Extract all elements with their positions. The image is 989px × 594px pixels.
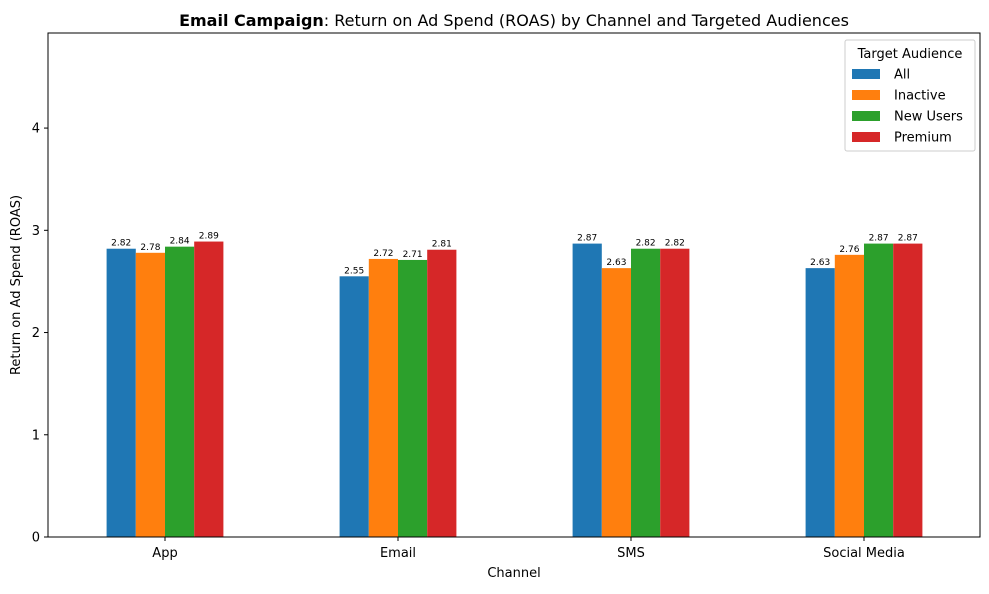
- bar-social-media-premium: [893, 243, 923, 537]
- chart-title: Email Campaign: Return on Ad Spend (ROAS…: [179, 11, 849, 30]
- bar-sms-new-users: [631, 248, 661, 537]
- bar-email-new-users: [398, 259, 428, 537]
- legend-swatch-new-users: [852, 111, 880, 121]
- bar-app-new-users: [165, 246, 195, 537]
- data-label-social-media-all: 2.63: [810, 258, 830, 268]
- data-label-sms-all: 2.87: [577, 234, 597, 244]
- bar-social-media-new-users: [864, 243, 894, 537]
- data-label-email-all: 2.55: [344, 266, 364, 276]
- y-tick-label: 4: [32, 122, 40, 137]
- legend-swatch-premium: [852, 132, 880, 142]
- bar-social-media-all: [805, 268, 835, 537]
- legend-frame: [844, 39, 976, 152]
- legend-label-new-users: New Users: [894, 110, 963, 125]
- x-tick-label-sms: SMS: [617, 546, 645, 561]
- x-tick-label-social-media: Social Media: [823, 546, 905, 561]
- bar-sms-premium: [660, 248, 690, 537]
- legend-label-premium: Premium: [894, 131, 952, 146]
- data-label-sms-inactive: 2.63: [606, 258, 626, 268]
- data-label-sms-new-users: 2.82: [636, 239, 656, 249]
- data-label-app-new-users: 2.84: [170, 237, 190, 247]
- y-axis-label: Return on Ad Spend (ROAS): [9, 195, 24, 375]
- bar-sms-all: [572, 243, 602, 537]
- x-tick-label-email: Email: [380, 546, 416, 561]
- data-label-social-media-inactive: 2.76: [839, 245, 859, 255]
- data-label-email-new-users: 2.71: [403, 250, 423, 260]
- legend-swatch-all: [852, 69, 880, 79]
- bar-app-premium: [194, 241, 224, 538]
- data-label-app-inactive: 2.78: [140, 243, 160, 253]
- y-tick-label: 2: [32, 326, 40, 341]
- data-label-social-media-new-users: 2.87: [869, 234, 889, 244]
- bar-sms-inactive: [601, 268, 631, 537]
- data-label-sms-premium: 2.82: [665, 239, 685, 249]
- y-tick-label: 1: [32, 428, 40, 443]
- legend-title: Target Audience: [857, 47, 963, 62]
- bar-email-all: [339, 276, 369, 537]
- data-label-social-media-premium: 2.87: [898, 234, 918, 244]
- legend-label-all: All: [894, 68, 910, 83]
- chart-title-bold: Email Campaign: [179, 11, 324, 30]
- data-label-app-all: 2.82: [111, 239, 131, 249]
- bar-app-inactive: [135, 252, 165, 538]
- bar-social-media-inactive: [834, 254, 864, 537]
- data-labels-group: 2.82 2.78 2.84 2.89 2.55 2.72 2.71 2.81 2.87 2.63…: [111, 232, 918, 277]
- bars-group: [106, 241, 923, 538]
- legend-swatch-inactive: [852, 90, 880, 100]
- y-tick-label: 3: [32, 224, 40, 239]
- legend: Target Audience All Inactive New Users Prem…: [844, 39, 976, 152]
- y-tick-label: 0: [32, 531, 40, 546]
- x-axis: App Email SMS Social Media: [152, 537, 905, 561]
- data-label-email-premium: 2.81: [432, 240, 452, 250]
- plot-frame: [47, 32, 981, 538]
- chart-title-rest: : Return on Ad Spend (ROAS) by Channel a…: [324, 11, 849, 30]
- y-axis: 0 1 2 3 4: [32, 122, 48, 546]
- data-label-email-inactive: 2.72: [373, 249, 393, 259]
- x-tick-label-app: App: [152, 546, 177, 561]
- legend-label-inactive: Inactive: [894, 89, 946, 104]
- data-label-app-premium: 2.89: [199, 232, 219, 242]
- bar-email-inactive: [368, 258, 398, 537]
- x-axis-label: Channel: [487, 566, 540, 581]
- bar-email-premium: [427, 249, 457, 538]
- bar-app-all: [106, 248, 136, 537]
